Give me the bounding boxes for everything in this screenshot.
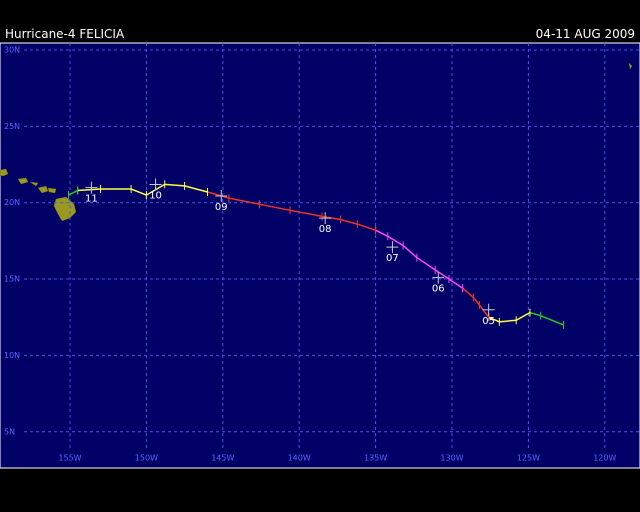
lat-label: 15N — [4, 275, 20, 284]
track-segment — [68, 189, 78, 196]
day-marker — [85, 181, 98, 194]
lon-label: 130W — [440, 454, 463, 463]
lon-label: 150W — [135, 454, 158, 463]
day-label: 07 — [386, 253, 399, 264]
day-marker — [319, 212, 332, 225]
track-segment — [462, 287, 490, 318]
grid: 30N 25N 20N 15N 10N 5N 155W 150W 145W 140W 135W 130… — [4, 43, 640, 463]
map-area — [0, 42, 640, 469]
day-marker — [482, 303, 495, 316]
lon-label: 155W — [58, 454, 81, 463]
lon-label: 135W — [364, 454, 387, 463]
day-marker — [432, 271, 445, 284]
lon-label: 140W — [288, 454, 311, 463]
island — [47, 187, 57, 194]
lon-label: 145W — [211, 454, 234, 463]
day-marker — [149, 178, 162, 191]
lat-label: 5N — [4, 427, 15, 436]
day-label: 05 — [482, 316, 495, 327]
day-label: 06 — [432, 284, 445, 295]
lat-label: 25N — [4, 122, 20, 131]
day-label: 11 — [85, 194, 98, 205]
lat-label: 20N — [4, 198, 20, 207]
island — [0, 168, 9, 177]
storm-title: Hurricane-4 FELICIA — [5, 27, 125, 41]
lon-label: 125W — [517, 454, 540, 463]
day-label: 10 — [149, 191, 162, 202]
island — [29, 181, 39, 187]
day-marker — [215, 189, 228, 202]
track-segment — [488, 311, 531, 323]
lat-label: 10N — [4, 351, 20, 360]
island — [37, 185, 49, 194]
island — [628, 62, 633, 70]
day-marker — [386, 241, 399, 254]
date-range: 04-11 AUG 2009 — [536, 27, 635, 41]
day-label: 08 — [319, 224, 332, 235]
day-label: 09 — [215, 202, 228, 213]
track-segment — [207, 191, 376, 231]
lon-label: 120W — [593, 454, 616, 463]
lat-label: 30N — [4, 46, 20, 55]
track: 05 06 07 08 09 10 11 — [67, 178, 565, 329]
island — [17, 177, 29, 185]
